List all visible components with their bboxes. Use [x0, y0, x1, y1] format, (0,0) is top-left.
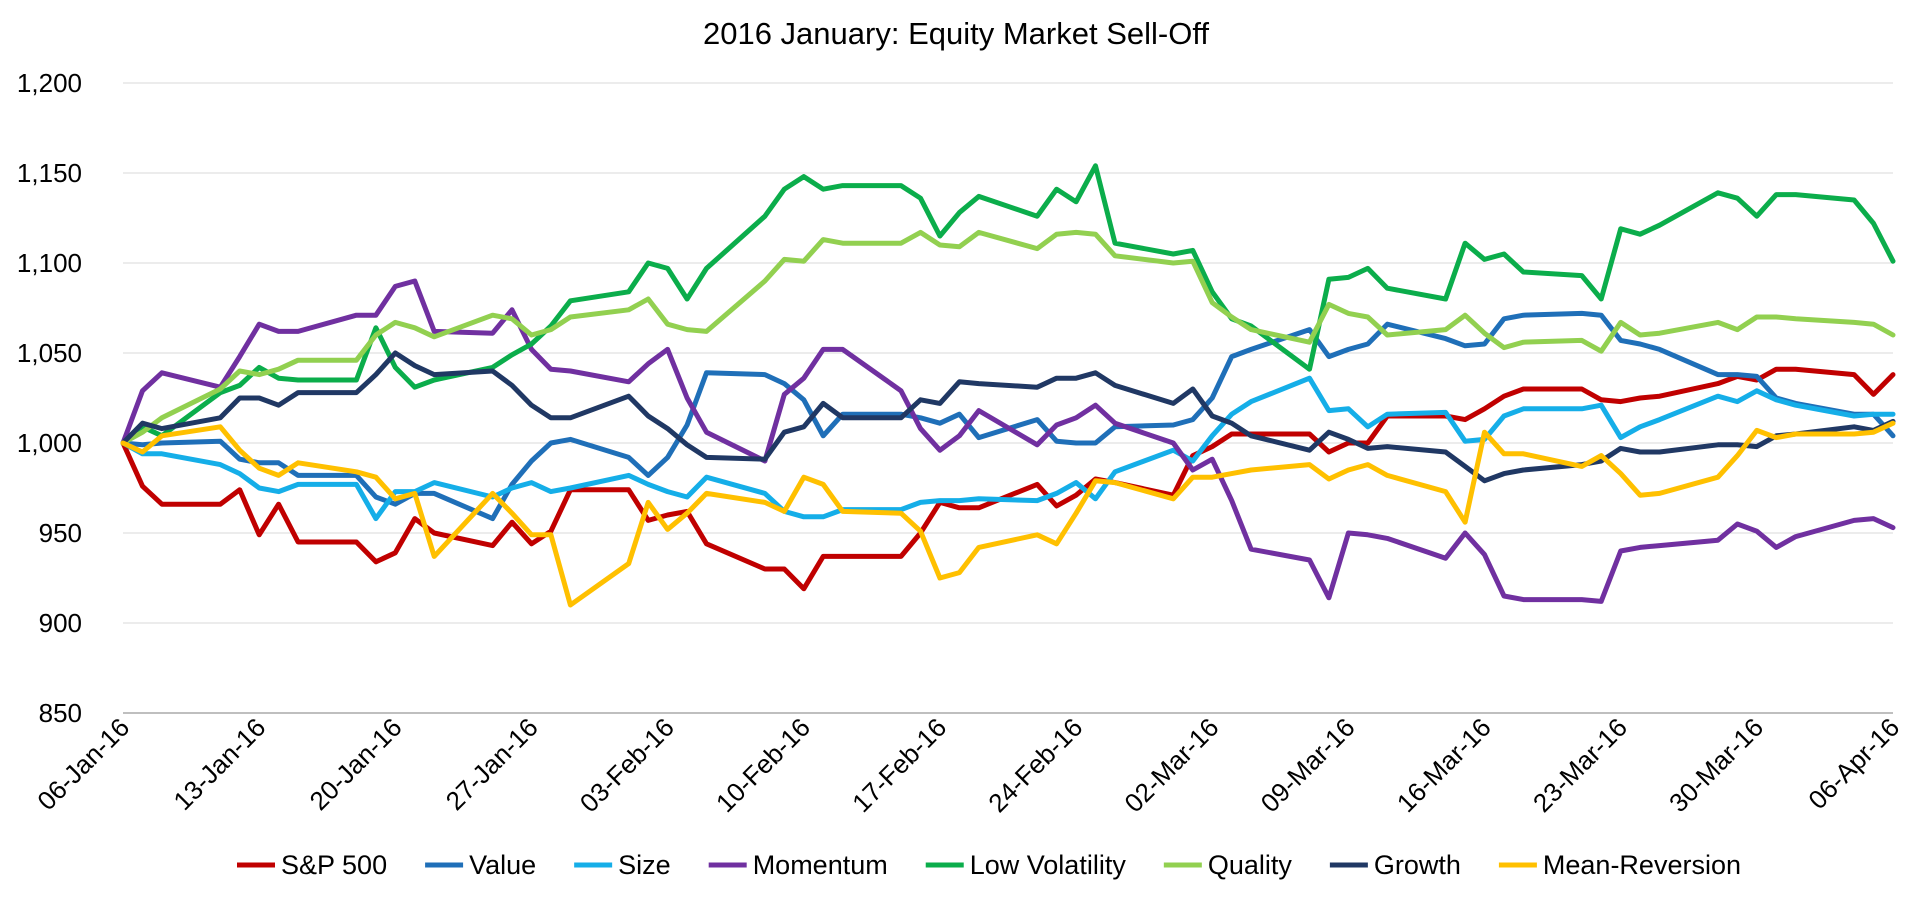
legend-item-size: Size — [574, 850, 671, 880]
legend-label: Mean-Reversion — [1543, 850, 1741, 880]
x-tick-label: 02-Mar-16 — [1118, 712, 1224, 818]
x-tick-label: 16-Mar-16 — [1391, 712, 1497, 818]
x-tick-label: 30-Mar-16 — [1663, 712, 1769, 818]
legend-label: Quality — [1208, 850, 1293, 880]
legend-label: Growth — [1374, 850, 1461, 880]
gridlines — [123, 82, 1893, 624]
y-tick-label: 850 — [39, 698, 82, 728]
x-tick-label: 10-Feb-16 — [710, 712, 816, 818]
chart-title: 2016 January: Equity Market Sell-Off — [703, 16, 1209, 51]
series-lines — [120, 163, 1896, 608]
x-tick-label: 09-Mar-16 — [1255, 712, 1361, 818]
series-line-low-volatility — [120, 163, 1896, 446]
legend-label: Low Volatility — [970, 850, 1127, 880]
x-tick-label: 13-Jan-16 — [167, 712, 271, 816]
y-tick-label: 1,200 — [17, 68, 82, 98]
legend-item-low-volatility: Low Volatility — [925, 850, 1127, 880]
x-tick-label: 17-Feb-16 — [846, 712, 952, 818]
legend-item-quality: Quality — [1163, 850, 1293, 880]
x-tick-label: 27-Jan-16 — [440, 712, 544, 816]
y-tick-label: 950 — [39, 518, 82, 548]
x-tick-label: 24-Feb-16 — [982, 712, 1088, 818]
series-line-mean-reversion — [120, 420, 1896, 608]
x-tick-label: 20-Jan-16 — [304, 712, 408, 816]
legend-label: Value — [469, 850, 536, 880]
y-tick-label: 1,000 — [17, 428, 82, 458]
legend-item-momentum: Momentum — [708, 850, 888, 880]
legend-label: S&P 500 — [281, 850, 387, 880]
y-tick-label: 1,050 — [17, 338, 82, 368]
legend: S&P 500 Value Size Momentum Low Volatility Qu… — [237, 850, 1741, 880]
legend-item-growth: Growth — [1329, 850, 1461, 880]
x-axis-tick-labels: 06-Jan-16 13-Jan-16 20-Jan-16 27-Jan-16 03-F… — [31, 712, 1905, 818]
y-axis: 850 900 950 1,000 1,050 1,100 1,150 1,200 — [17, 68, 82, 728]
y-tick-label: 1,100 — [17, 248, 82, 278]
y-tick-label: 1,150 — [17, 158, 82, 188]
series-line-momentum — [120, 278, 1896, 604]
legend-item-value: Value — [425, 850, 536, 880]
series-line-quality — [120, 229, 1896, 446]
legend-label: Momentum — [753, 850, 888, 880]
series-line-s-p-500 — [120, 366, 1896, 592]
x-tick-label: 03-Feb-16 — [574, 712, 680, 818]
series-line-size — [120, 375, 1896, 522]
series-line-growth — [120, 350, 1896, 484]
y-tick-label: 900 — [39, 608, 82, 638]
x-tick-label: 06-Apr-16 — [1802, 712, 1905, 815]
legend-item-mean-reversion: Mean-Reversion — [1498, 850, 1741, 880]
legend-label: Size — [618, 850, 671, 880]
x-tick-label: 23-Mar-16 — [1527, 712, 1633, 818]
legend-item-s-p-500: S&P 500 — [237, 850, 387, 880]
